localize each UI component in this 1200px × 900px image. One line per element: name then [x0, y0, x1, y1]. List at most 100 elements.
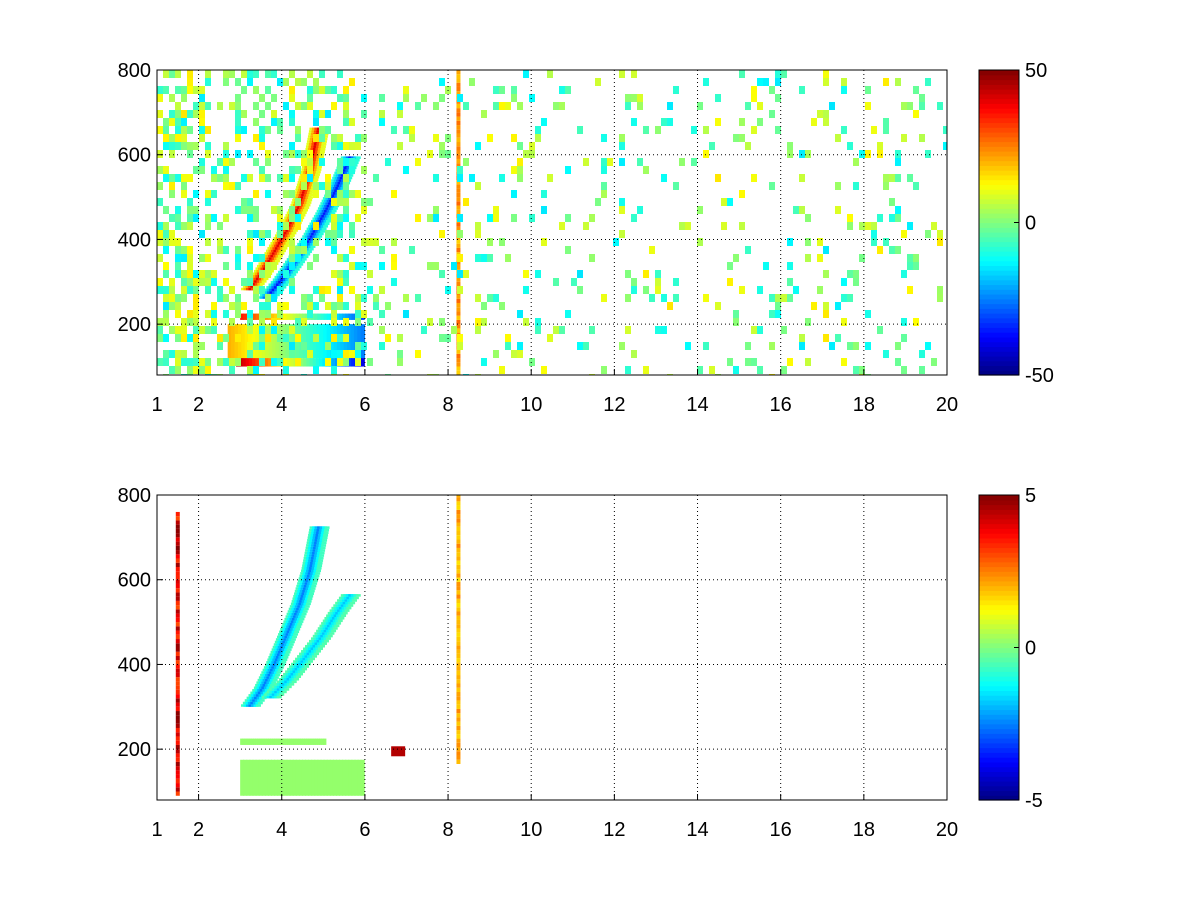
colorbar-segment: [979, 661, 1019, 668]
noise-cell: [583, 222, 589, 230]
curve-cell: [255, 704, 261, 707]
noise-cell: [229, 366, 235, 374]
noise-cell: [769, 310, 775, 318]
curve-cell: [313, 577, 319, 580]
band-cell: [278, 738, 282, 745]
noise-cell: [193, 86, 199, 94]
noise-cell: [211, 214, 217, 222]
colorbar-segment: [979, 604, 1019, 610]
band-cell: [287, 738, 291, 745]
noise-cell: [337, 278, 343, 286]
y-tick-label: 800: [118, 485, 151, 507]
vline-cell: [456, 759, 461, 764]
noise-cell: [307, 302, 313, 310]
noise-cell: [901, 102, 907, 110]
noise-cell: [283, 190, 289, 198]
noise-cell: [205, 326, 211, 334]
noise-cell: [265, 174, 271, 182]
band-cell: [243, 313, 248, 320]
noise-cell: [865, 86, 871, 94]
curve-cell: [273, 676, 279, 679]
curve-cell: [347, 176, 353, 180]
noise-cell: [157, 326, 163, 334]
noise-cell: [229, 318, 235, 326]
colorbar-segment: [979, 303, 1019, 309]
noise-cell: [349, 78, 355, 86]
noise-cell: [943, 142, 947, 150]
noise-cell: [367, 198, 373, 206]
noise-cell: [235, 254, 241, 262]
noise-cell: [547, 174, 553, 182]
curve-cell: [268, 269, 274, 273]
noise-cell: [205, 198, 211, 206]
curve-cell: [352, 164, 358, 167]
noise-cell: [745, 102, 751, 110]
noise-cell: [265, 190, 271, 198]
noise-cell: [157, 110, 163, 118]
noise-cell: [163, 142, 169, 150]
noise-cell: [295, 78, 301, 86]
colorbar-segment: [979, 165, 1019, 171]
noise-cell: [577, 342, 583, 350]
colorbar-segment: [979, 227, 1019, 233]
vline-cell: [456, 298, 461, 303]
curve-cell: [322, 539, 328, 542]
curve-cell: [317, 564, 323, 568]
noise-cell: [157, 334, 163, 342]
band-cell: [245, 358, 250, 367]
noise-cell: [157, 254, 163, 262]
vline-cell: [456, 226, 461, 231]
band-cell: [250, 738, 254, 745]
noise-cell: [427, 214, 433, 222]
noise-cell: [559, 102, 565, 110]
noise-cell: [841, 294, 847, 302]
noise-cell: [211, 302, 217, 310]
noise-cell: [229, 302, 235, 310]
noise-cell: [457, 214, 463, 222]
noise-cell: [349, 222, 355, 230]
noise-cell: [313, 238, 319, 246]
band-cell: [257, 738, 261, 745]
band-cell: [323, 759, 328, 796]
noise-cell: [307, 94, 313, 102]
noise-cell: [175, 118, 181, 126]
colorbar-segment: [979, 189, 1019, 195]
vline-cell: [456, 349, 461, 354]
vline-cell: [175, 511, 180, 517]
noise-cell: [757, 78, 763, 86]
vline-cell: [175, 778, 180, 784]
vline-cell: [456, 738, 461, 743]
curve-cell: [296, 625, 302, 629]
blob-cell: [391, 746, 406, 757]
noise-cell: [193, 142, 199, 150]
colorbar-segment: [979, 537, 1019, 544]
noise-cell: [223, 166, 229, 174]
noise-cell: [475, 294, 481, 302]
noise-cell: [517, 158, 523, 166]
curve-cell: [346, 606, 352, 610]
noise-cell: [631, 118, 637, 126]
noise-cell: [175, 222, 181, 230]
colorbar-segment: [979, 98, 1019, 104]
noise-cell: [169, 174, 175, 182]
noise-cell: [727, 198, 733, 206]
noise-cell: [757, 286, 763, 294]
noise-cell: [397, 358, 403, 366]
noise-cell: [265, 158, 271, 166]
noise-cell: [175, 358, 181, 366]
band-cell: [354, 759, 359, 796]
curve-cell: [281, 661, 287, 664]
vline-cell: [175, 524, 180, 529]
band-cell: [240, 313, 245, 320]
noise-cell: [769, 294, 775, 302]
band-cell: [326, 313, 331, 320]
noise-cell: [499, 238, 505, 246]
noise-cell: [289, 150, 295, 158]
noise-cell: [199, 158, 205, 166]
noise-cell: [235, 334, 241, 342]
noise-cell: [199, 126, 205, 134]
vline-cell: [175, 550, 180, 555]
noise-cell: [751, 126, 757, 134]
vline-cell: [456, 518, 461, 523]
noise-cell: [175, 110, 181, 118]
